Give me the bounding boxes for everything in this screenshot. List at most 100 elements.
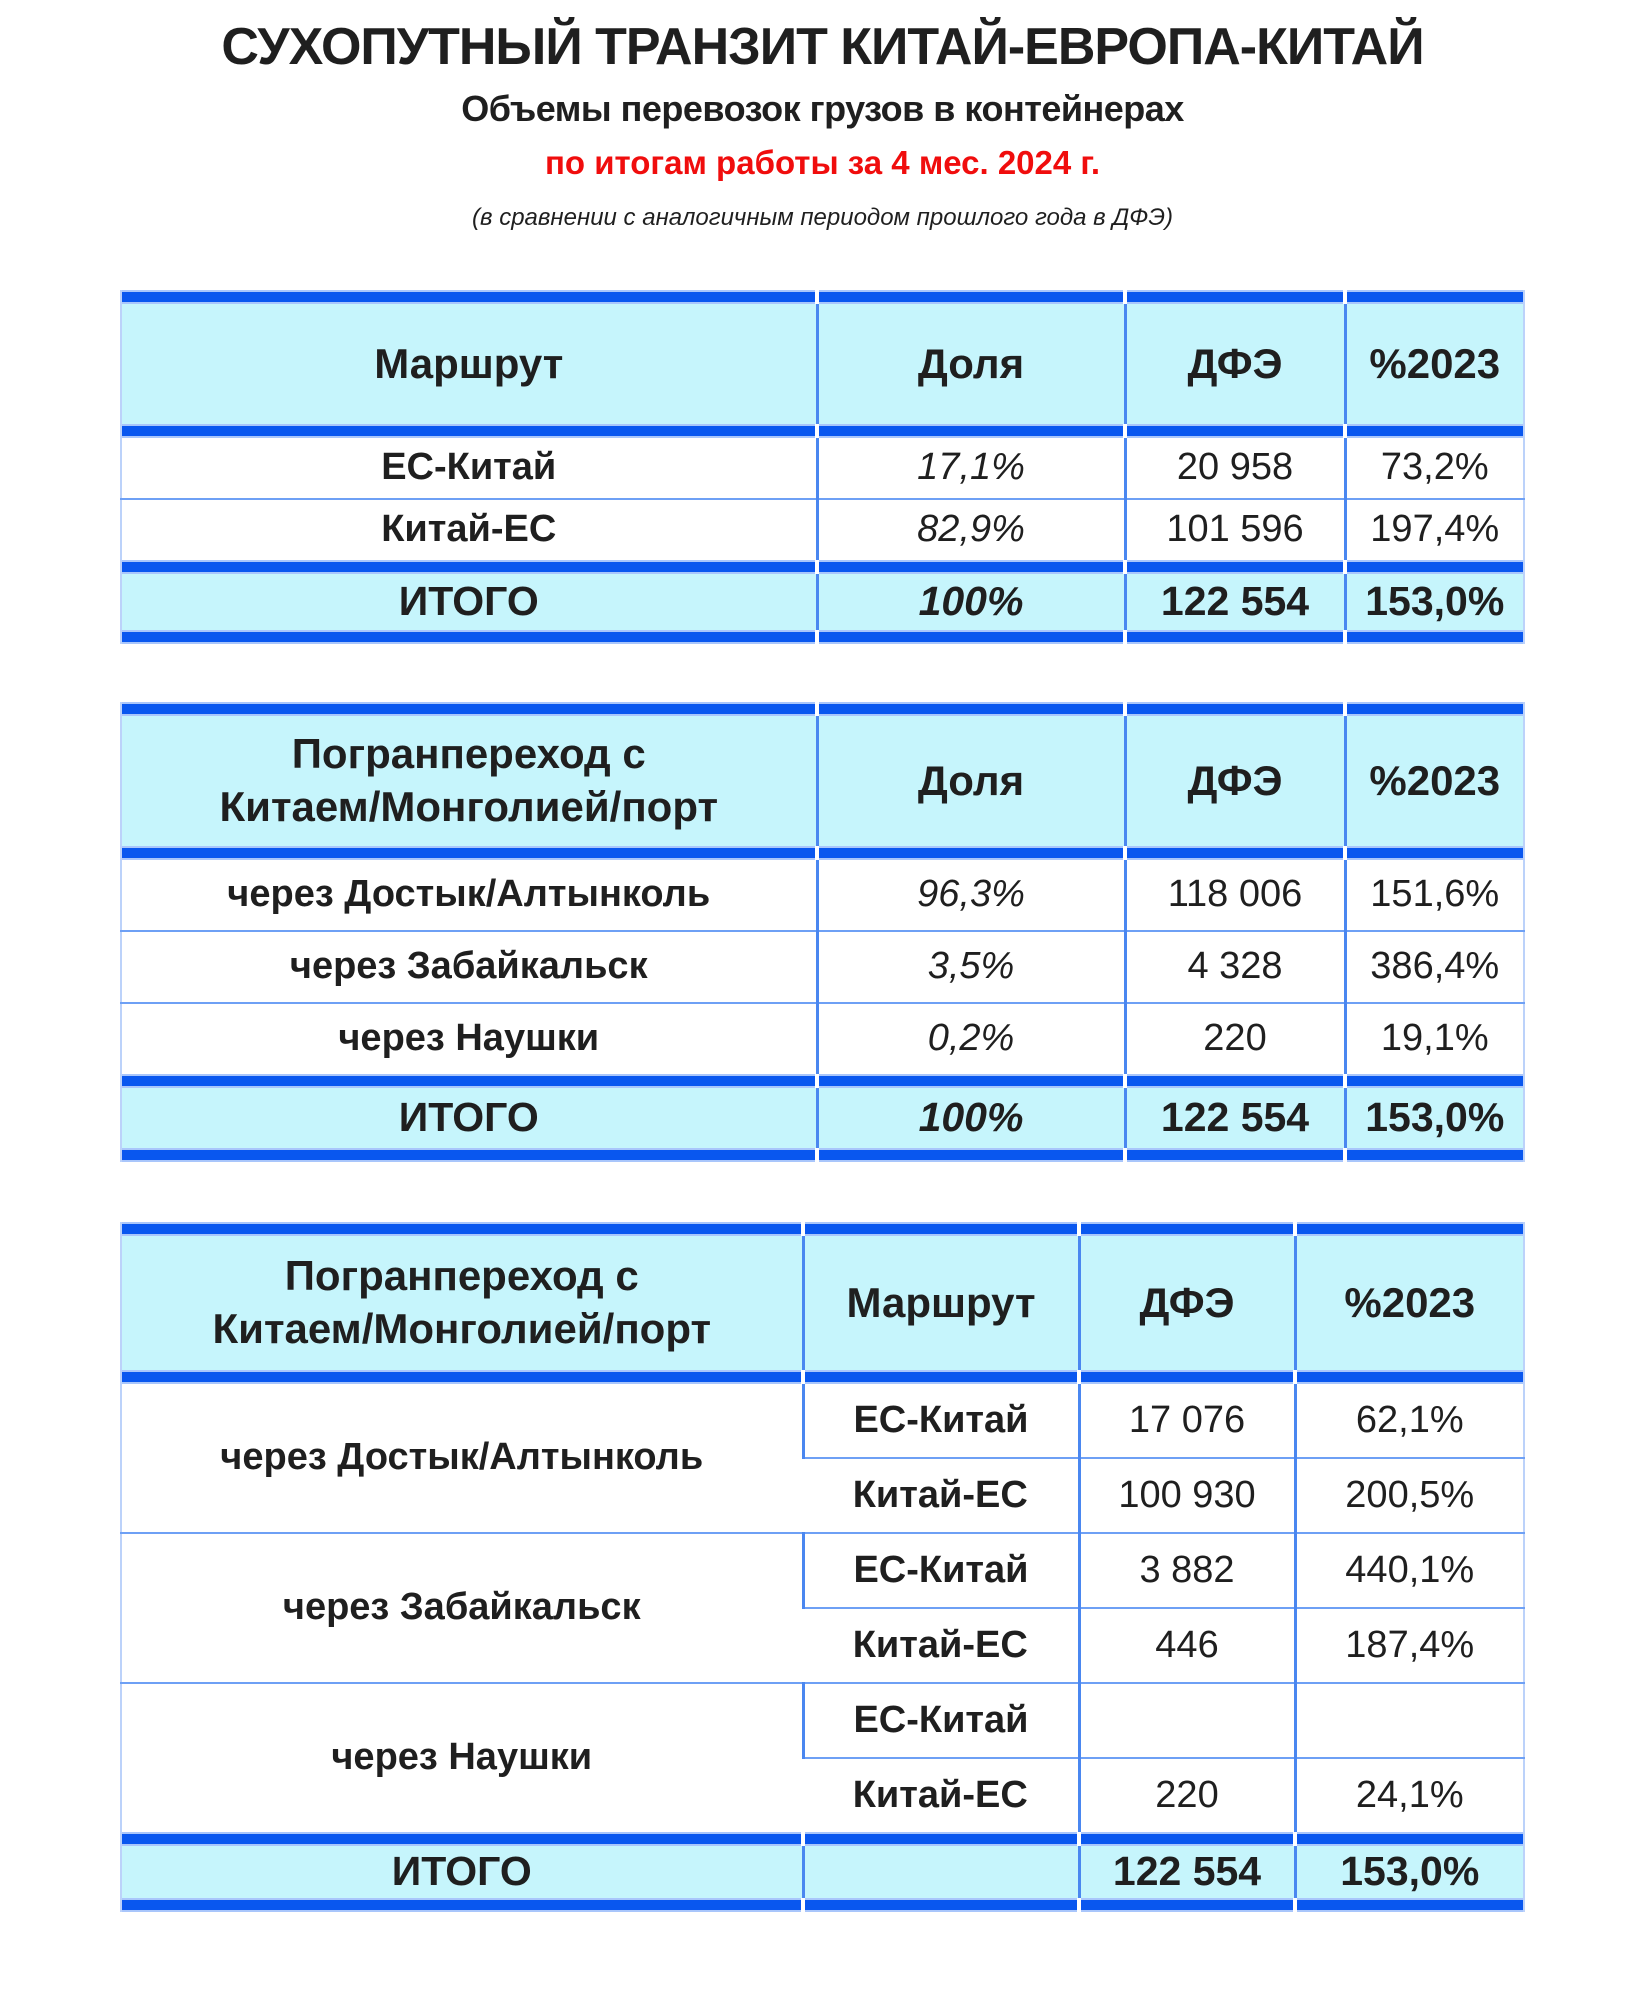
total-row: ИТОГО 122 554 153,0% — [121, 1845, 1524, 1898]
routes-table: Маршрут Доля ДФЭ %2023 ЕС-Китай 17,1% 20… — [120, 289, 1525, 644]
cell-pct2023: 200,5% — [1293, 1456, 1524, 1533]
divider-segment — [121, 1073, 817, 1088]
cell-route: Китай-ЕС — [803, 1606, 1079, 1683]
divider-bar — [121, 701, 1524, 716]
row-label: через Наушки — [121, 1001, 817, 1074]
crossings-by-route-section: Погранпереход с Китаем/Монголией/порт Ма… — [0, 1221, 1645, 1912]
divider-segment — [121, 701, 817, 716]
cell-pct2023: 187,4% — [1293, 1606, 1524, 1683]
divider-segment — [1343, 559, 1524, 574]
divider-segment — [815, 1147, 1125, 1162]
col-header-crossing-line1: Погранпереход с — [291, 730, 646, 778]
cell-pct2023: 440,1% — [1293, 1531, 1524, 1608]
divider-bar — [121, 1147, 1524, 1162]
divider-segment — [1123, 629, 1345, 644]
total-pct2023: 153,0% — [1343, 1087, 1524, 1148]
table-row: Китай-ЕС 446 187,4% — [121, 1606, 1524, 1683]
cell-pct2023: 62,1% — [1293, 1383, 1524, 1458]
col-header-crossing: Погранпереход с Китаем/Монголией/порт — [121, 1235, 803, 1370]
page-subtitle: Объемы перевозок грузов в контейнерах — [461, 87, 1184, 129]
cell-pct2023: 386,4% — [1343, 929, 1524, 1003]
divider-bar — [121, 1897, 1524, 1912]
divider-segment — [1343, 289, 1524, 304]
table-row: через Наушки 0,2% 220 19,1% — [121, 1001, 1524, 1074]
divider-segment — [1123, 289, 1345, 304]
cell-pct2023: 151,6% — [1343, 859, 1524, 931]
total-teu: 122 554 — [1123, 573, 1345, 630]
col-header-teu: ДФЭ — [1123, 303, 1345, 424]
total-route — [801, 1845, 1079, 1898]
divider-bar — [121, 1831, 1524, 1846]
divider-segment — [1123, 845, 1345, 860]
divider-segment — [1123, 701, 1345, 716]
total-share: 100% — [815, 1087, 1125, 1148]
divider-bar — [121, 845, 1524, 860]
divider-bar — [121, 1369, 1524, 1384]
divider-bar — [121, 559, 1524, 574]
total-teu: 122 554 — [1123, 1087, 1345, 1148]
cell-pct2023 — [1293, 1681, 1524, 1758]
divider-segment — [1343, 423, 1524, 438]
cell-route: Китай-ЕС — [803, 1756, 1079, 1832]
cell-share: 96,3% — [815, 859, 1125, 931]
cell-pct2023: 73,2% — [1343, 437, 1524, 499]
divider-segment — [815, 1073, 1125, 1088]
cell-pct2023: 24,1% — [1293, 1756, 1524, 1832]
table-row: через Наушки ЕС-Китай — [121, 1681, 1524, 1832]
divider-segment — [1343, 1073, 1524, 1088]
row-label: ЕС-Китай — [381, 446, 557, 489]
divider-segment — [121, 1831, 803, 1846]
source-note: © Бел.ж.д., служба "М", отдел контейнерн… — [0, 1998, 1645, 2000]
cell-teu: 4 328 — [1123, 929, 1345, 1003]
divider-segment — [1077, 1369, 1295, 1384]
divider-segment — [121, 1897, 803, 1912]
total-teu: 122 554 — [1077, 1845, 1295, 1898]
cell-teu: 17 076 — [1077, 1383, 1295, 1458]
total-share: 100% — [815, 573, 1125, 630]
divider-segment — [121, 845, 817, 860]
col-header-crossing: Погранпереход с Китаем/Монголией/порт — [121, 715, 817, 846]
divider-segment — [121, 289, 817, 304]
group-label: через Наушки — [121, 1681, 803, 1832]
col-header-teu: ДФЭ — [1077, 1235, 1295, 1370]
col-header-pct2023: %2023 — [1343, 715, 1524, 846]
crossings-header-row: Погранпереход с Китаем/Монголией/порт До… — [121, 715, 1524, 846]
cell-teu: 20 958 — [1123, 437, 1345, 499]
divider-segment — [121, 1147, 817, 1162]
cell-share: 0,2% — [815, 1001, 1125, 1074]
cell-route: Китай-ЕС — [803, 1456, 1079, 1533]
cell-teu: 220 — [1077, 1756, 1295, 1832]
col-header-pct2023: %2023 — [1293, 1235, 1524, 1370]
table-row: Китай-ЕС 82,9% 101 596 197,4% — [121, 497, 1524, 560]
divider-bar — [121, 1073, 1524, 1088]
cell-pct2023: 19,1% — [1343, 1001, 1524, 1074]
total-pct2023: 153,0% — [1293, 1845, 1524, 1898]
page-title: СУХОПУТНЫЙ ТРАНЗИТ КИТАЙ-ЕВРОПА-КИТАЙ — [221, 18, 1424, 76]
divider-segment — [1077, 1897, 1295, 1912]
divider-segment — [1293, 1369, 1524, 1384]
table-row: через Забайкальск ЕС-Китай 3 882 440,1% — [121, 1531, 1524, 1683]
cell-route: ЕС-Китай — [801, 1531, 1079, 1608]
divider-segment — [121, 1369, 803, 1384]
divider-segment — [801, 1831, 1079, 1846]
divider-segment — [1077, 1831, 1295, 1846]
col-header-share: Доля — [815, 715, 1125, 846]
divider-bar — [121, 1221, 1524, 1236]
divider-segment — [801, 1369, 1079, 1384]
crossings-by-route-table: Погранпереход с Китаем/Монголией/порт Ма… — [120, 1221, 1525, 1912]
period-line: по итогам работы за 4 мес. 2024 г. — [544, 143, 1101, 181]
cell-teu: 3 882 — [1077, 1531, 1295, 1608]
divider-segment — [1343, 845, 1524, 860]
divider-segment — [121, 559, 817, 574]
group-label: через Достык/Алтынколь — [220, 1436, 704, 1479]
cell-share: 82,9% — [815, 497, 1125, 560]
total-label: ИТОГО — [121, 1087, 817, 1148]
divider-segment — [1123, 423, 1345, 438]
total-pct2023: 153,0% — [1343, 573, 1524, 630]
divider-segment — [815, 629, 1125, 644]
total-label: ИТОГО — [121, 1845, 803, 1898]
divider-bar — [121, 423, 1524, 438]
cell-teu: 220 — [1123, 1001, 1345, 1074]
divider-segment — [1077, 1221, 1295, 1236]
